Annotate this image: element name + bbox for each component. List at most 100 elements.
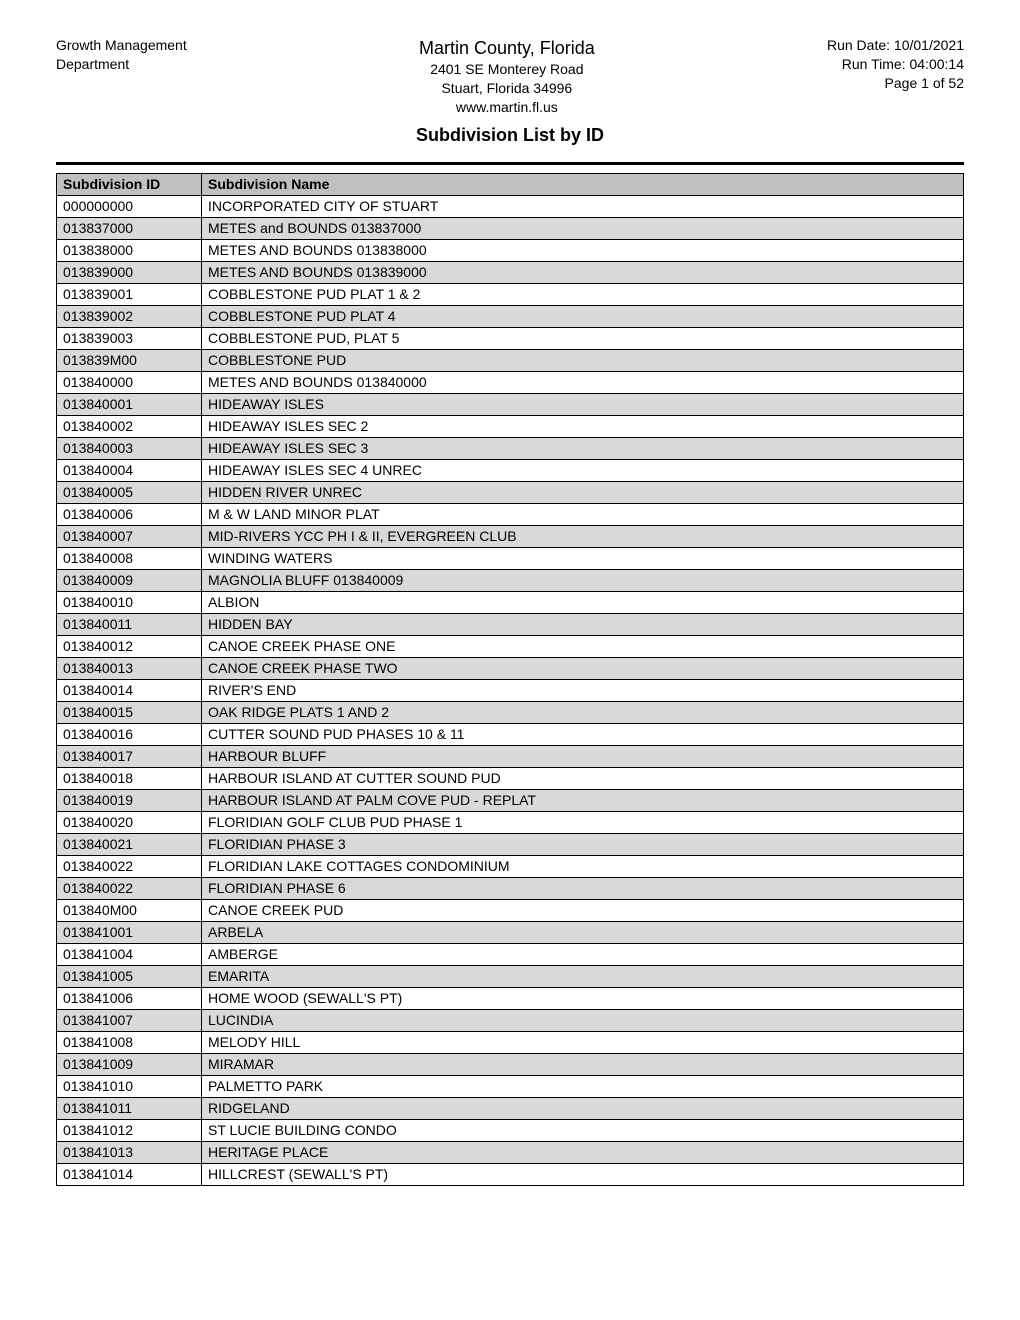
subdivision-id-cell: 013840002	[57, 415, 202, 437]
subdivision-name-cell: PALMETTO PARK	[202, 1075, 964, 1097]
subdivision-id-cell: 013839001	[57, 283, 202, 305]
report-title: Subdivision List by ID	[56, 125, 964, 146]
header-divider	[56, 162, 964, 165]
table-row: 013840010ALBION	[57, 591, 964, 613]
table-row: 013840017HARBOUR BLUFF	[57, 745, 964, 767]
subdivision-id-cell: 013840011	[57, 613, 202, 635]
table-row: 013841012ST LUCIE BUILDING CONDO	[57, 1119, 964, 1141]
table-row: 013841005EMARITA	[57, 965, 964, 987]
subdivision-name-cell: METES AND BOUNDS 013840000	[202, 371, 964, 393]
table-row: 013839000METES AND BOUNDS 013839000	[57, 261, 964, 283]
subdivision-name-cell: HERITAGE PLACE	[202, 1141, 964, 1163]
page-number: Page 1 of 52	[827, 74, 964, 93]
subdivision-id-cell: 013841014	[57, 1163, 202, 1185]
subdivision-name-cell: MELODY HILL	[202, 1031, 964, 1053]
subdivision-id-cell: 013840022	[57, 877, 202, 899]
column-header-id: Subdivision ID	[57, 173, 202, 195]
table-row: 013840013CANOE CREEK PHASE TWO	[57, 657, 964, 679]
subdivision-id-cell: 013837000	[57, 217, 202, 239]
subdivision-id-cell: 013839003	[57, 327, 202, 349]
table-row: 013841008MELODY HILL	[57, 1031, 964, 1053]
subdivision-name-cell: LUCINDIA	[202, 1009, 964, 1031]
subdivision-name-cell: HIDEAWAY ISLES	[202, 393, 964, 415]
table-row: 013837000METES and BOUNDS 013837000	[57, 217, 964, 239]
website: www.martin.fl.us	[419, 98, 595, 117]
subdivision-id-cell: 013841010	[57, 1075, 202, 1097]
subdivision-name-cell: ST LUCIE BUILDING CONDO	[202, 1119, 964, 1141]
subdivision-name-cell: METES AND BOUNDS 013839000	[202, 261, 964, 283]
subdivision-name-cell: HOME WOOD (SEWALL'S PT)	[202, 987, 964, 1009]
subdivision-id-cell: 013840009	[57, 569, 202, 591]
subdivision-id-cell: 013840019	[57, 789, 202, 811]
subdivision-name-cell: HARBOUR ISLAND AT PALM COVE PUD - REPLAT	[202, 789, 964, 811]
subdivision-name-cell: COBBLESTONE PUD, PLAT 5	[202, 327, 964, 349]
subdivision-name-cell: HIDDEN RIVER UNREC	[202, 481, 964, 503]
table-row: 013840011HIDDEN BAY	[57, 613, 964, 635]
subdivision-name-cell: MAGNOLIA BLUFF 013840009	[202, 569, 964, 591]
table-row: 013840006M & W LAND MINOR PLAT	[57, 503, 964, 525]
column-header-name: Subdivision Name	[202, 173, 964, 195]
run-time: Run Time: 04:00:14	[827, 55, 964, 74]
table-row: 013841013HERITAGE PLACE	[57, 1141, 964, 1163]
subdivision-id-cell: 013841008	[57, 1031, 202, 1053]
subdivision-name-cell: FLORIDIAN LAKE COTTAGES CONDOMINIUM	[202, 855, 964, 877]
table-row: 013840009MAGNOLIA BLUFF 013840009	[57, 569, 964, 591]
subdivision-name-cell: COBBLESTONE PUD PLAT 1 & 2	[202, 283, 964, 305]
subdivision-id-cell: 013841012	[57, 1119, 202, 1141]
table-row: 013841001ARBELA	[57, 921, 964, 943]
table-row: 013840000METES AND BOUNDS 013840000	[57, 371, 964, 393]
table-row: 013840007MID-RIVERS YCC PH I & II, EVERG…	[57, 525, 964, 547]
table-header-row: Subdivision ID Subdivision Name	[57, 173, 964, 195]
subdivision-id-cell: 013839M00	[57, 349, 202, 371]
subdivision-name-cell: METES and BOUNDS 013837000	[202, 217, 964, 239]
table-row: 013840022FLORIDIAN PHASE 6	[57, 877, 964, 899]
subdivision-id-cell: 013841005	[57, 965, 202, 987]
subdivision-name-cell: M & W LAND MINOR PLAT	[202, 503, 964, 525]
subdivision-name-cell: AMBERGE	[202, 943, 964, 965]
table-row: 000000000INCORPORATED CITY OF STUART	[57, 195, 964, 217]
table-row: 013841010PALMETTO PARK	[57, 1075, 964, 1097]
table-row: 013840019HARBOUR ISLAND AT PALM COVE PUD…	[57, 789, 964, 811]
subdivision-id-cell: 013838000	[57, 239, 202, 261]
table-row: 013839002COBBLESTONE PUD PLAT 4	[57, 305, 964, 327]
subdivision-name-cell: ALBION	[202, 591, 964, 613]
subdivision-id-cell: 013840014	[57, 679, 202, 701]
address-line2: Stuart, Florida 34996	[419, 79, 595, 98]
subdivision-name-cell: CANOE CREEK PUD	[202, 899, 964, 921]
subdivision-name-cell: COBBLESTONE PUD PLAT 4	[202, 305, 964, 327]
subdivision-id-cell: 013840022	[57, 855, 202, 877]
table-row: 013838000METES AND BOUNDS 013838000	[57, 239, 964, 261]
subdivision-name-cell: FLORIDIAN PHASE 3	[202, 833, 964, 855]
table-row: 013839M00COBBLESTONE PUD	[57, 349, 964, 371]
subdivision-name-cell: MIRAMAR	[202, 1053, 964, 1075]
subdivision-id-cell: 013840004	[57, 459, 202, 481]
subdivision-name-cell: CUTTER SOUND PUD PHASES 10 & 11	[202, 723, 964, 745]
subdivision-id-cell: 013841004	[57, 943, 202, 965]
subdivision-id-cell: 013840017	[57, 745, 202, 767]
subdivision-id-cell: 013841009	[57, 1053, 202, 1075]
subdivision-table: Subdivision ID Subdivision Name 00000000…	[56, 173, 964, 1186]
subdivision-id-cell: 013840006	[57, 503, 202, 525]
subdivision-name-cell: RIVER'S END	[202, 679, 964, 701]
table-row: 013840002HIDEAWAY ISLES SEC 2	[57, 415, 964, 437]
subdivision-id-cell: 013840005	[57, 481, 202, 503]
subdivision-name-cell: HIDEAWAY ISLES SEC 4 UNREC	[202, 459, 964, 481]
department-name-line1: Growth Management	[56, 36, 187, 55]
subdivision-id-cell: 013840003	[57, 437, 202, 459]
table-row: 013840M00CANOE CREEK PUD	[57, 899, 964, 921]
subdivision-id-cell: 013840010	[57, 591, 202, 613]
subdivision-id-cell: 013841006	[57, 987, 202, 1009]
subdivision-name-cell: METES AND BOUNDS 013838000	[202, 239, 964, 261]
subdivision-id-cell: 013841013	[57, 1141, 202, 1163]
subdivision-name-cell: INCORPORATED CITY OF STUART	[202, 195, 964, 217]
subdivision-id-cell: 013840M00	[57, 899, 202, 921]
subdivision-id-cell: 013841007	[57, 1009, 202, 1031]
subdivision-id-cell: 013840008	[57, 547, 202, 569]
subdivision-name-cell: HIDEAWAY ISLES SEC 3	[202, 437, 964, 459]
table-row: 013841007LUCINDIA	[57, 1009, 964, 1031]
subdivision-id-cell: 013840021	[57, 833, 202, 855]
table-row: 013840012CANOE CREEK PHASE ONE	[57, 635, 964, 657]
department-name-line2: Department	[56, 55, 187, 74]
subdivision-id-cell: 013840001	[57, 393, 202, 415]
table-row: 013840022FLORIDIAN LAKE COTTAGES CONDOMI…	[57, 855, 964, 877]
